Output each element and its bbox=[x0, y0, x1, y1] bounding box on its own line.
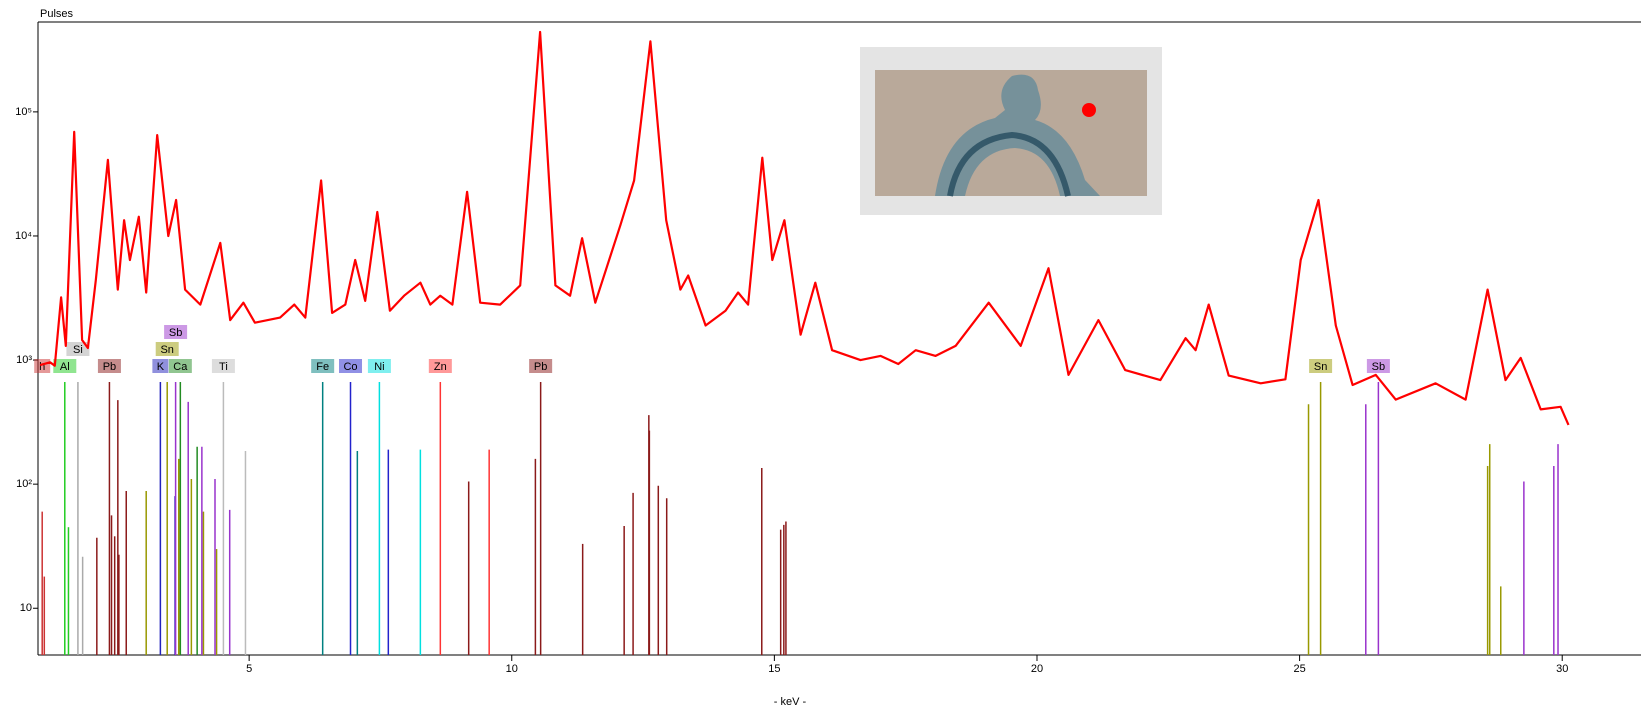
x-tick-label: 5 bbox=[246, 663, 252, 675]
element-label-box bbox=[1366, 359, 1390, 373]
element-label: Zn bbox=[434, 361, 447, 373]
x-tick-label: 20 bbox=[1031, 663, 1043, 675]
element-label-box bbox=[529, 359, 553, 373]
element-label: Pb bbox=[103, 361, 116, 373]
element-label: Co bbox=[343, 361, 357, 373]
element-label-box bbox=[152, 359, 169, 373]
element-label: Fe bbox=[316, 361, 329, 373]
element-label-box bbox=[367, 359, 391, 373]
element-label: h bbox=[39, 361, 45, 373]
y-tick-label: 10 bbox=[20, 602, 32, 614]
element-label: Ni bbox=[374, 361, 384, 373]
y-axis-label: Pulses bbox=[40, 8, 74, 20]
element-label-box bbox=[164, 325, 188, 339]
element-label: Sn bbox=[160, 344, 173, 356]
element-label: Ti bbox=[219, 361, 228, 373]
element-label-box bbox=[1309, 359, 1333, 373]
element-label-box bbox=[97, 359, 121, 373]
x-tick-label: 30 bbox=[1556, 663, 1568, 675]
element-label: Sn bbox=[1314, 361, 1327, 373]
spectrum-line bbox=[39, 30, 1570, 426]
element-label-box bbox=[155, 342, 179, 356]
element-label-box bbox=[339, 359, 363, 373]
y-tick-label: 10² bbox=[16, 478, 32, 490]
element-label: Pb bbox=[534, 361, 547, 373]
element-label: Sb bbox=[169, 327, 182, 339]
element-label-box bbox=[428, 359, 452, 373]
element-label-box bbox=[168, 359, 192, 373]
y-tick-label: 10³ bbox=[16, 354, 32, 366]
element-label-box bbox=[211, 359, 235, 373]
x-tick-label: 25 bbox=[1293, 663, 1305, 675]
inset-photo bbox=[860, 47, 1162, 215]
element-label: Si bbox=[73, 344, 83, 356]
element-label-box bbox=[53, 359, 77, 373]
element-label: Sb bbox=[1372, 361, 1385, 373]
x-tick-label: 10 bbox=[506, 663, 518, 675]
element-label-box bbox=[311, 359, 335, 373]
x-tick-label: 15 bbox=[768, 663, 780, 675]
element-label: Ca bbox=[173, 361, 188, 373]
y-tick-label: 10⁴ bbox=[15, 230, 32, 242]
y-tick-label: 10⁵ bbox=[15, 106, 32, 118]
element-label-box bbox=[66, 342, 90, 356]
element-label: Al bbox=[60, 361, 70, 373]
x-axis-label: - keV - bbox=[774, 696, 807, 708]
element-label: K bbox=[157, 361, 165, 373]
